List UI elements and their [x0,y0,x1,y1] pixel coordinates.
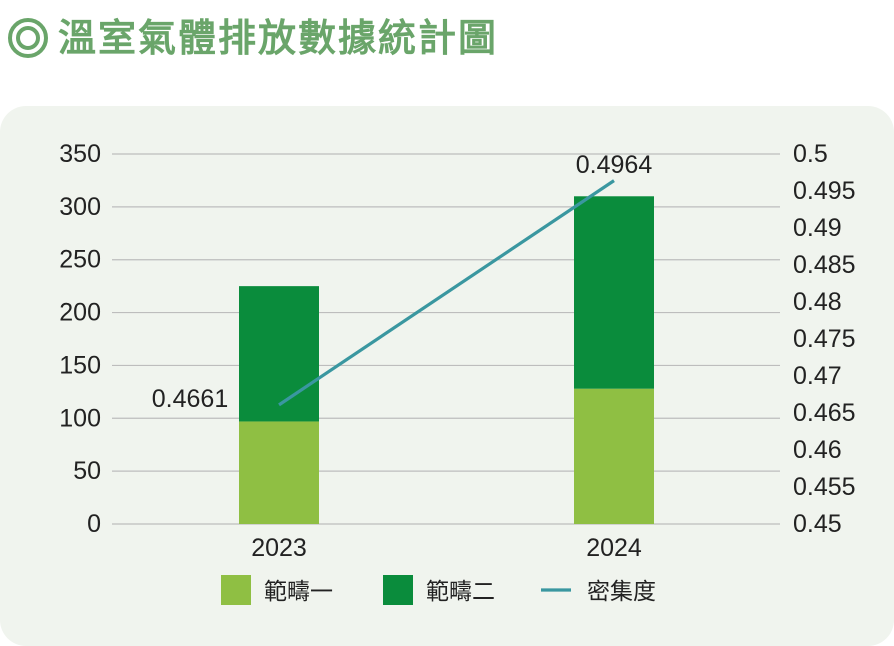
data-label-2024: 0.4964 [576,151,653,179]
y-right-tick-label: 0.465 [793,399,856,427]
bar-scope2-2023 [239,286,319,422]
chart-panel [0,106,894,646]
bar-scope1-2024 [574,388,654,524]
y-left-tick-label: 0 [87,510,101,538]
data-label-2023: 0.4661 [152,385,228,413]
double-circle-icon [8,18,48,58]
y-right-tick-label: 0.495 [793,177,856,205]
y-left-tick-label: 50 [73,457,101,485]
y-right-tick-label: 0.455 [793,473,856,501]
y-right-tick-label: 0.49 [793,214,842,242]
y-left-tick-label: 100 [59,404,101,432]
y-left-tick-label: 150 [59,351,101,379]
x-tick-label: 2023 [251,534,307,562]
intensity-line [278,179,615,407]
y-right-tick-label: 0.48 [793,288,842,316]
x-tick-label: 2024 [586,534,642,562]
y-left-tick-label: 300 [59,193,101,221]
y-right-tick-label: 0.47 [793,362,842,390]
legend-label-intensity: 密集度 [587,579,656,605]
y-left-tick-label: 350 [59,140,101,168]
y-left-tick-label: 250 [59,246,101,274]
legend-swatch-scope1 [221,575,251,605]
y-right-tick-label: 0.485 [793,251,856,279]
y-right-tick-label: 0.5 [793,140,828,168]
y-left-tick-label: 200 [59,299,101,327]
bar-scope2-2024 [574,196,654,389]
legend-label-scope1: 範疇一 [264,579,333,605]
legend-label-scope2: 範疇二 [426,579,495,605]
y-right-tick-label: 0.46 [793,436,842,464]
title-row: 溫室氣體排放數據統計圖 [6,8,498,68]
y-right-tick-label: 0.45 [793,510,842,538]
legend-swatch-scope2 [383,575,413,605]
bar-scope1-2023 [239,421,319,524]
page-title: 溫室氣體排放數據統計圖 [58,16,499,60]
y-right-tick-label: 0.475 [793,325,856,353]
